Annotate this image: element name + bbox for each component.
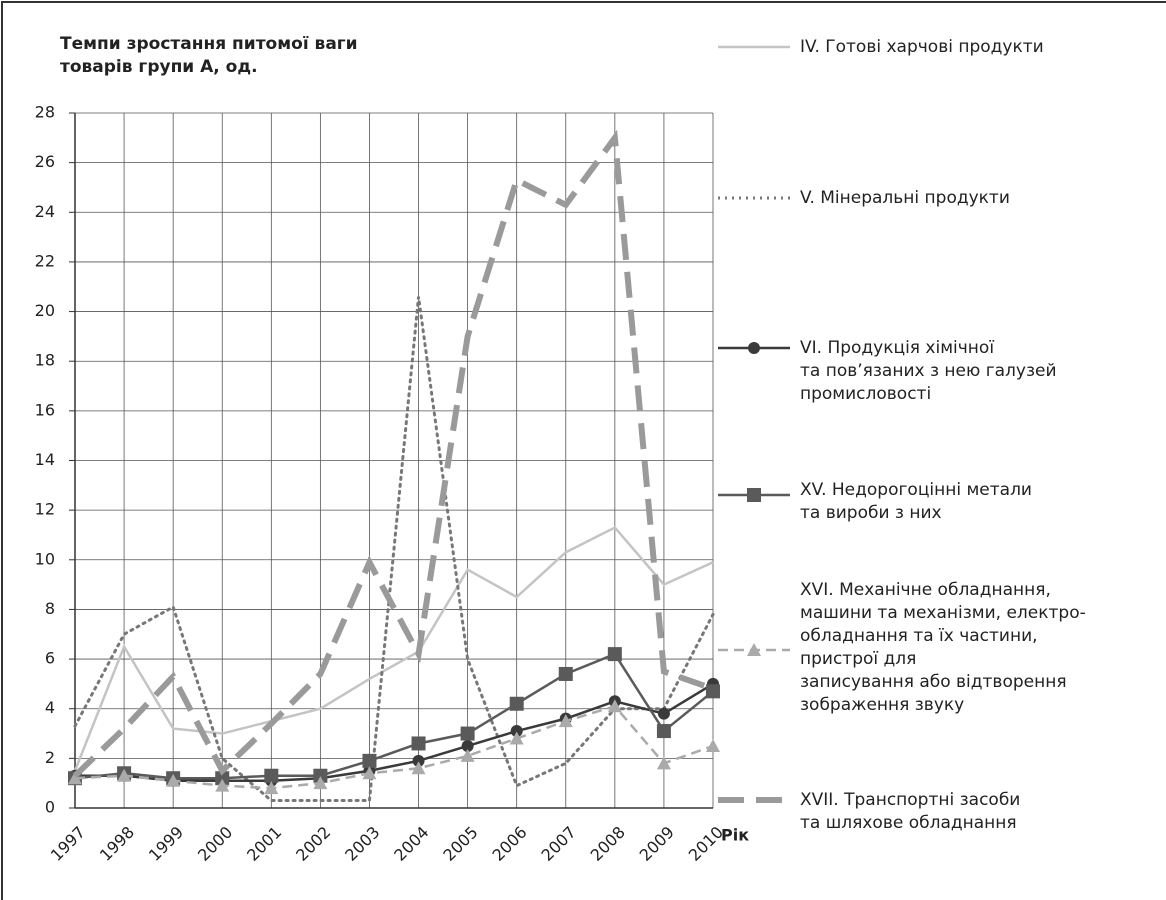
x-tick-label: 2000	[194, 823, 236, 865]
x-tick-label: 2009	[636, 823, 678, 865]
y-tick-label: 28	[35, 103, 55, 122]
series-marker	[657, 707, 670, 720]
y-tick-label: 10	[35, 549, 55, 568]
y-tick-label: 26	[35, 152, 55, 171]
series-marker	[656, 756, 671, 770]
x-tick-label: 2002	[292, 823, 334, 865]
legend-marker	[747, 643, 761, 656]
series-marker	[510, 725, 523, 738]
x-tick-label: 2001	[243, 823, 285, 865]
series-marker	[558, 714, 573, 728]
y-tick-label: 0	[45, 798, 55, 817]
series-marker	[460, 726, 475, 741]
x-axis-label: Рік	[721, 826, 749, 845]
y-tick-label: 16	[35, 400, 55, 419]
y-tick-label: 18	[35, 351, 55, 370]
y-tick-label: 8	[45, 599, 55, 618]
series-marker	[166, 773, 181, 787]
x-tick-label: 2004	[390, 823, 432, 865]
legend-marker	[748, 342, 760, 354]
series-marker	[362, 753, 377, 768]
y-tick-label: 22	[35, 251, 55, 270]
x-tick-label: 1997	[47, 823, 89, 865]
x-tick-label: 2006	[488, 823, 530, 865]
series-marker	[313, 768, 328, 783]
legend-marker	[747, 488, 761, 502]
y-tick-label: 4	[45, 698, 55, 717]
series-marker	[215, 778, 230, 792]
legend-label: XVII. Транспортні засоби та шляхове обла…	[800, 790, 1021, 833]
series-marker	[68, 771, 82, 785]
series-marker	[215, 771, 230, 786]
x-tick-label: 1999	[145, 823, 187, 865]
series-marker	[264, 781, 279, 795]
legend-label: V. Мінеральні продукти	[800, 188, 1010, 208]
series-marker	[264, 768, 279, 783]
y-tick-label: 24	[35, 202, 55, 221]
series-line	[74, 704, 714, 790]
y-tick-label: 6	[45, 649, 55, 668]
series-marker	[706, 738, 720, 752]
series-marker	[607, 647, 622, 662]
legend-label: XVI. Механічне обладнання, машини та мех…	[800, 580, 1086, 715]
series-marker	[411, 761, 426, 775]
series-marker	[558, 666, 573, 681]
x-tick-label: 2005	[439, 823, 481, 865]
legend-label: VI. Продукція хімічної та пов’язаних з н…	[800, 338, 1057, 404]
x-tick-label: 2003	[341, 823, 383, 865]
y-tick-label: 12	[35, 500, 55, 519]
y-tick-label: 20	[35, 301, 55, 320]
series-marker	[509, 731, 524, 745]
series-marker	[411, 736, 426, 751]
legend-label: IV. Готові харчові продукти	[800, 37, 1044, 57]
x-tick-label: 2008	[587, 823, 629, 865]
series-line	[73, 525, 714, 772]
y-tick-label: 14	[35, 450, 55, 469]
series-marker	[460, 748, 475, 762]
series-line	[75, 682, 714, 782]
x-tick-label: 1998	[96, 823, 138, 865]
series-marker	[706, 684, 720, 699]
chart-title: Темпи зростання питомої ваги товарів гру…	[60, 34, 358, 77]
series-line	[74, 652, 714, 780]
series-marker	[461, 739, 474, 752]
series-marker	[509, 696, 524, 711]
series-marker	[607, 699, 622, 713]
y-tick-label: 2	[45, 748, 55, 767]
series-marker	[412, 754, 425, 767]
series-line	[72, 129, 715, 778]
series-marker	[362, 766, 377, 780]
series-marker	[313, 776, 328, 790]
legend-label: XV. Недорогоцінні метали та вироби з них	[800, 480, 1032, 523]
series-marker	[117, 768, 132, 782]
series-marker	[656, 724, 671, 739]
series-line	[73, 296, 715, 803]
x-tick-label: 2007	[538, 823, 580, 865]
